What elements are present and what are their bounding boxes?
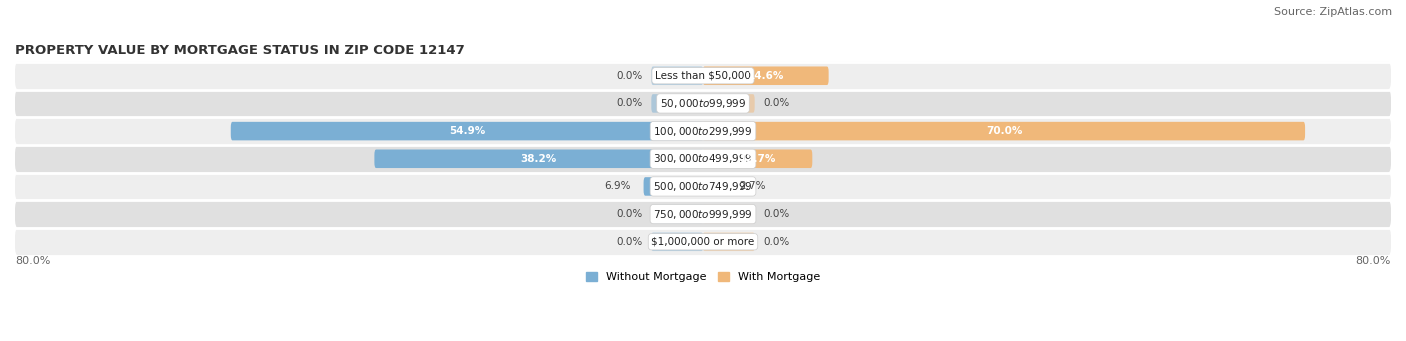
- Text: 80.0%: 80.0%: [1355, 256, 1391, 266]
- FancyBboxPatch shape: [703, 94, 755, 113]
- FancyBboxPatch shape: [15, 228, 1391, 256]
- Text: 0.0%: 0.0%: [617, 99, 643, 108]
- FancyBboxPatch shape: [651, 233, 703, 251]
- FancyBboxPatch shape: [231, 122, 703, 140]
- Text: 12.7%: 12.7%: [740, 154, 776, 164]
- Text: Source: ZipAtlas.com: Source: ZipAtlas.com: [1274, 7, 1392, 17]
- FancyBboxPatch shape: [15, 200, 1391, 228]
- Text: $100,000 to $299,999: $100,000 to $299,999: [654, 124, 752, 138]
- FancyBboxPatch shape: [703, 177, 727, 196]
- Text: 80.0%: 80.0%: [15, 256, 51, 266]
- Text: $50,000 to $99,999: $50,000 to $99,999: [659, 97, 747, 110]
- Text: 38.2%: 38.2%: [520, 154, 557, 164]
- Text: 2.7%: 2.7%: [740, 181, 766, 191]
- FancyBboxPatch shape: [703, 205, 755, 223]
- FancyBboxPatch shape: [651, 94, 703, 113]
- Text: 6.9%: 6.9%: [605, 181, 631, 191]
- FancyBboxPatch shape: [15, 145, 1391, 173]
- Text: 14.6%: 14.6%: [748, 71, 785, 81]
- FancyBboxPatch shape: [651, 205, 703, 223]
- Text: 0.0%: 0.0%: [763, 209, 789, 219]
- Text: 54.9%: 54.9%: [449, 126, 485, 136]
- Text: 0.0%: 0.0%: [617, 237, 643, 247]
- Text: Less than $50,000: Less than $50,000: [655, 71, 751, 81]
- FancyBboxPatch shape: [703, 149, 813, 168]
- FancyBboxPatch shape: [703, 233, 755, 251]
- Text: 0.0%: 0.0%: [617, 209, 643, 219]
- Legend: Without Mortgage, With Mortgage: Without Mortgage, With Mortgage: [582, 268, 824, 287]
- Text: 0.0%: 0.0%: [763, 99, 789, 108]
- Text: 70.0%: 70.0%: [986, 126, 1022, 136]
- FancyBboxPatch shape: [15, 89, 1391, 118]
- Text: PROPERTY VALUE BY MORTGAGE STATUS IN ZIP CODE 12147: PROPERTY VALUE BY MORTGAGE STATUS IN ZIP…: [15, 44, 465, 57]
- FancyBboxPatch shape: [703, 66, 828, 85]
- FancyBboxPatch shape: [644, 177, 703, 196]
- FancyBboxPatch shape: [15, 62, 1391, 90]
- Text: 0.0%: 0.0%: [763, 237, 789, 247]
- FancyBboxPatch shape: [651, 66, 703, 85]
- FancyBboxPatch shape: [374, 149, 703, 168]
- FancyBboxPatch shape: [15, 172, 1391, 201]
- Text: $1,000,000 or more: $1,000,000 or more: [651, 237, 755, 247]
- Text: $300,000 to $499,999: $300,000 to $499,999: [654, 152, 752, 165]
- FancyBboxPatch shape: [15, 117, 1391, 145]
- Text: $500,000 to $749,999: $500,000 to $749,999: [654, 180, 752, 193]
- Text: $750,000 to $999,999: $750,000 to $999,999: [654, 208, 752, 221]
- Text: 0.0%: 0.0%: [617, 71, 643, 81]
- FancyBboxPatch shape: [703, 122, 1305, 140]
